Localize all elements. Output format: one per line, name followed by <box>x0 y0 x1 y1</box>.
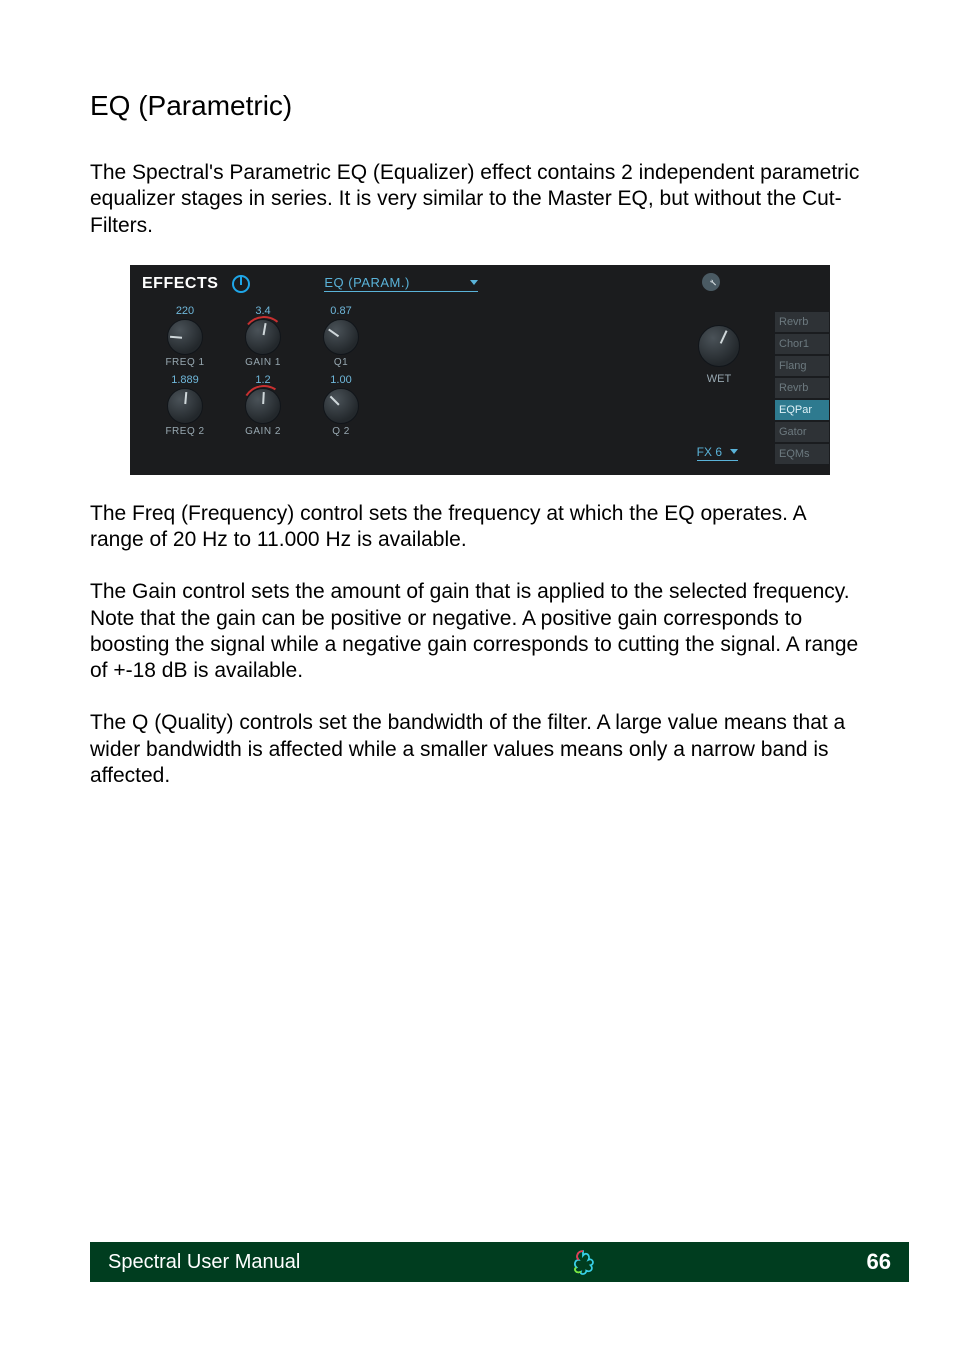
knob[interactable] <box>167 388 203 424</box>
footer-title: Spectral User Manual <box>108 1251 300 1274</box>
knob-value: 220 <box>176 305 194 317</box>
knob-label: FREQ 2 <box>165 426 204 437</box>
knob[interactable] <box>323 319 359 355</box>
gain-paragraph: The Gain control sets the amount of gain… <box>90 579 864 684</box>
knob-label: Q1 <box>334 357 348 368</box>
intro-paragraph: The Spectral's Parametric EQ (Equalizer)… <box>90 160 864 239</box>
knob[interactable] <box>323 388 359 424</box>
chevron-down-icon <box>730 449 738 454</box>
effect-slot-item[interactable]: Flang <box>774 355 830 377</box>
fx-slot-select[interactable]: FX 6 <box>697 445 738 461</box>
knob-cell: 1.889 FREQ 2 <box>146 374 224 437</box>
spectral-logo-icon <box>570 1249 596 1275</box>
q-paragraph: The Q (Quality) controls set the bandwid… <box>90 710 864 789</box>
wet-label: WET <box>707 373 731 385</box>
knob[interactable] <box>245 388 281 424</box>
effects-panel: EFFECTS EQ (PARAM.) 220FREQ 13.4GAIN 10.… <box>130 265 830 475</box>
page-heading: EQ (Parametric) <box>90 90 864 122</box>
effect-slot-item[interactable]: Chor1 <box>774 333 830 355</box>
knob-label: Q 2 <box>332 426 350 437</box>
knob-value: 0.87 <box>330 305 351 317</box>
knob[interactable] <box>167 319 203 355</box>
effect-type-label: EQ (PARAM.) <box>324 275 409 290</box>
page-number: 66 <box>867 1249 891 1275</box>
knob-value: 1.00 <box>330 374 351 386</box>
freq-paragraph: The Freq (Frequency) control sets the fr… <box>90 501 864 554</box>
effect-slot-item[interactable]: EQMs <box>774 443 830 465</box>
wet-knob-block: WET <box>698 325 740 385</box>
effect-slot-item[interactable]: Revrb <box>774 311 830 333</box>
effects-title: EFFECTS <box>142 275 218 293</box>
effect-slot-item[interactable]: Gator <box>774 421 830 443</box>
effect-slot-item[interactable]: EQPar <box>774 399 830 421</box>
wrench-icon[interactable] <box>702 273 720 291</box>
knob-value: 1.889 <box>171 374 199 386</box>
effect-type-select[interactable]: EQ (PARAM.) <box>324 275 477 292</box>
knob-label: FREQ 1 <box>165 357 204 368</box>
knob-cell: 3.4GAIN 1 <box>224 305 302 368</box>
fx-slot-label: FX 6 <box>697 445 722 459</box>
knob-grid: 220 FREQ 1 3.4GAIN 1 0.87 Q1 1.889 FREQ 2 1.2GA… <box>146 305 380 437</box>
page-footer: Spectral User Manual 66 <box>90 1242 909 1282</box>
knob-cell: 1.00 Q 2 <box>302 374 380 437</box>
wet-knob[interactable] <box>698 325 740 367</box>
effect-slot-item[interactable]: Revrb <box>774 377 830 399</box>
knob-cell: 220 FREQ 1 <box>146 305 224 368</box>
knob-cell: 0.87 Q1 <box>302 305 380 368</box>
effect-slot-list: RevrbChor1FlangRevrbEQParGatorEQMs <box>774 311 830 465</box>
chevron-down-icon <box>470 280 478 285</box>
knob[interactable] <box>245 319 281 355</box>
knob-cell: 1.2GAIN 2 <box>224 374 302 437</box>
power-icon[interactable] <box>232 275 250 293</box>
